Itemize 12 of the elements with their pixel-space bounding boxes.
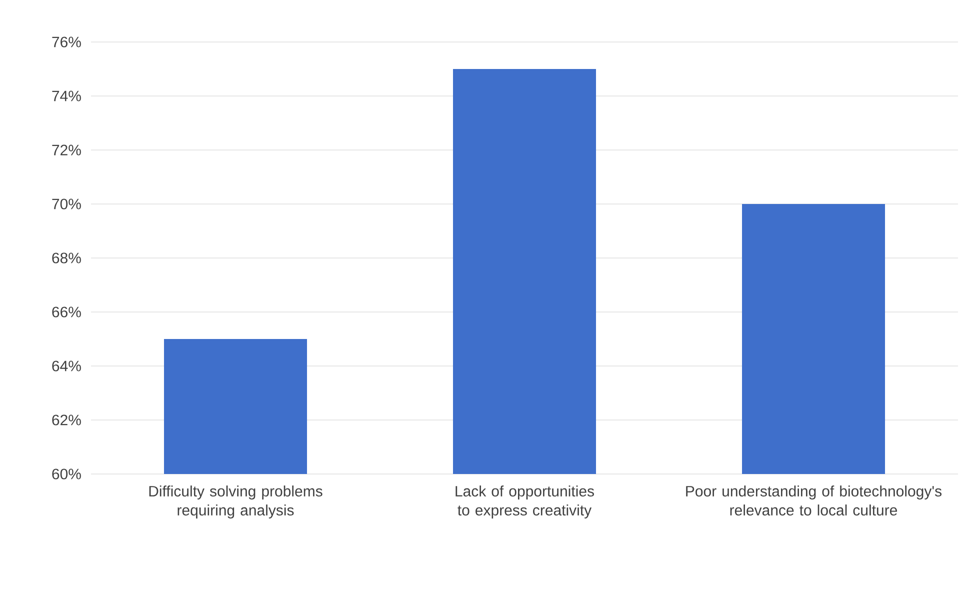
x-tick-label: Poor understanding of biotechnology's relevance to local culture	[686, 486, 942, 516]
x-tick-label: Lack of opportunities to express creativity	[456, 486, 594, 518]
y-tick-label: 74%	[52, 90, 81, 102]
y-tick-label: 68%	[52, 252, 81, 264]
y-tick-label: 72%	[52, 144, 81, 156]
y-tick-label: 64%	[52, 360, 81, 372]
y-tick-label: 76%	[52, 36, 81, 48]
y-tick-label: 60%	[52, 468, 81, 480]
y-tick-label: 62%	[52, 414, 81, 426]
x-tick-label: Difficulty solving problems requiring analysis	[149, 486, 322, 518]
y-tick-label: 70%	[52, 198, 81, 210]
y-tick-label: 66%	[52, 306, 81, 318]
